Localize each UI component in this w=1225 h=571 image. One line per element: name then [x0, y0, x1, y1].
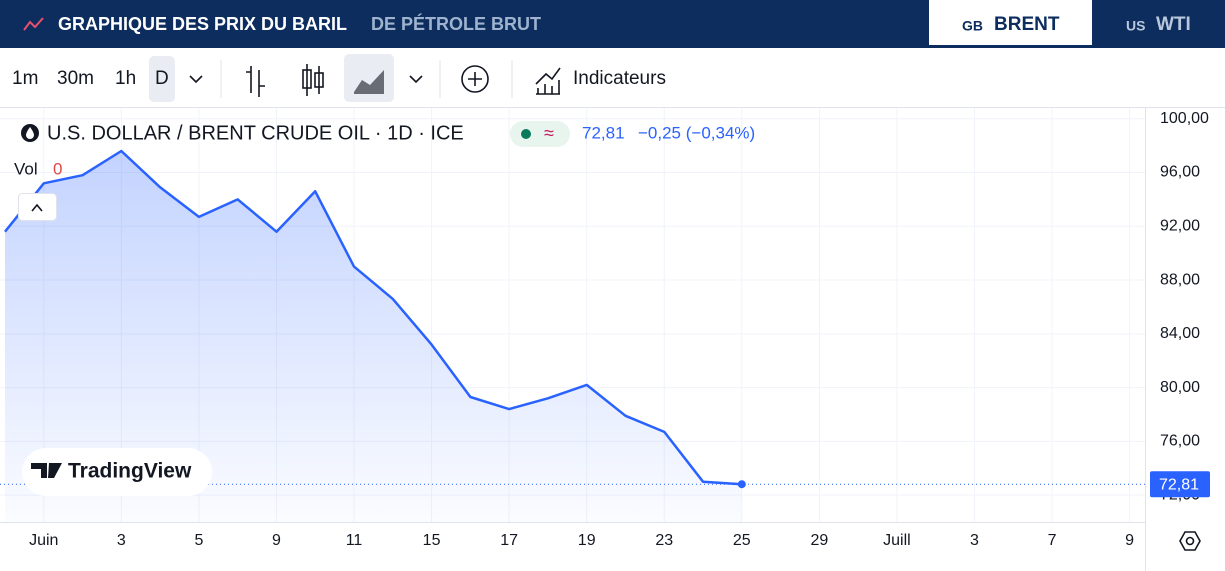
- last-price-box: [1150, 471, 1210, 498]
- status-pill[interactable]: [510, 121, 570, 147]
- brand-name: TradingView: [68, 460, 192, 483]
- interval-button[interactable]: 30m: [57, 68, 94, 89]
- dropdown-icon[interactable]: [409, 75, 423, 84]
- tab-flag: US: [1126, 18, 1145, 34]
- x-tick-label: 7: [1048, 532, 1057, 549]
- x-tick-label: 9: [272, 532, 281, 549]
- y-tick-label: 84,00: [1160, 325, 1200, 342]
- x-tick-label: 19: [578, 532, 596, 549]
- legend-change: −0,25 (−0,34%): [638, 123, 755, 142]
- symbol-drop: [26, 127, 34, 139]
- compare-icon[interactable]: [461, 65, 489, 93]
- header-icon: [23, 17, 44, 31]
- y-tick-label: 88,00: [1160, 271, 1200, 288]
- volume-label: Vol: [14, 159, 38, 178]
- tab-flag: GB: [962, 18, 983, 34]
- x-tick-label: Juill: [883, 532, 911, 549]
- y-tick-label: 76,00: [1160, 433, 1200, 450]
- y-tick-label: 96,00: [1160, 164, 1200, 181]
- x-tick-label: 17: [500, 532, 518, 549]
- x-tick-label: 9: [1125, 532, 1134, 549]
- delay-status: ≈: [544, 123, 554, 143]
- collapse-icon[interactable]: [31, 203, 43, 212]
- y-tick-label: 92,00: [1160, 218, 1200, 235]
- x-tick-label: 29: [810, 532, 828, 549]
- interval-button[interactable]: D: [155, 68, 169, 89]
- last-point: [737, 480, 746, 489]
- y-tick-label: 80,00: [1160, 379, 1200, 396]
- area-icon[interactable]: [354, 70, 384, 94]
- x-tick-label: 25: [733, 532, 751, 549]
- tab-active[interactable]: [929, 0, 1092, 45]
- symbol-title: U.S. DOLLAR / BRENT CRUDE OIL · 1D · ICE: [47, 122, 464, 144]
- x-tick-label: 3: [117, 532, 126, 549]
- indicators-icon[interactable]: [535, 67, 561, 95]
- price-line: [4, 149, 742, 486]
- interval-button[interactable]: 1m: [12, 68, 38, 89]
- x-tick-label: 11: [346, 532, 363, 549]
- tab-label[interactable]: BRENT: [994, 14, 1060, 35]
- x-tick-label: Juin: [29, 532, 58, 549]
- volume-value: 0: [53, 159, 62, 178]
- settings-button[interactable]: [1179, 531, 1201, 551]
- interval-active-bg: [149, 56, 175, 102]
- area-fill: [5, 151, 742, 522]
- x-tick-label: 15: [423, 532, 441, 549]
- y-tick-label: 100,00: [1160, 110, 1209, 127]
- tab-label[interactable]: WTI: [1156, 14, 1191, 35]
- candle-icon[interactable]: [302, 64, 324, 96]
- x-tick-label: 3: [970, 532, 979, 549]
- header-title: GRAPHIQUE DES PRIX DU BARIL: [58, 14, 347, 34]
- brand-logo: [31, 463, 62, 478]
- overlay: 72,0076,0080,0084,0088,0092,0096,00100,0…: [29, 110, 1210, 549]
- chart-type-active-bg: [344, 54, 394, 102]
- plot: [0, 149, 1145, 522]
- collapse-button[interactable]: [18, 193, 57, 221]
- brand-badge[interactable]: [22, 448, 212, 496]
- header-subtitle: DE PÉTROLE BRUT: [371, 13, 541, 34]
- last-price-label: 72,81: [1159, 476, 1199, 493]
- x-tick-label: 5: [194, 532, 203, 549]
- legend-price: 72,81: [582, 123, 625, 142]
- indicators-button[interactable]: Indicateurs: [573, 68, 666, 89]
- market-status: [521, 129, 531, 139]
- x-tick-label: 23: [655, 532, 673, 549]
- dropdown-icon[interactable]: [189, 75, 203, 84]
- bar-icon[interactable]: [246, 66, 265, 97]
- interval-button[interactable]: 1h: [115, 68, 136, 89]
